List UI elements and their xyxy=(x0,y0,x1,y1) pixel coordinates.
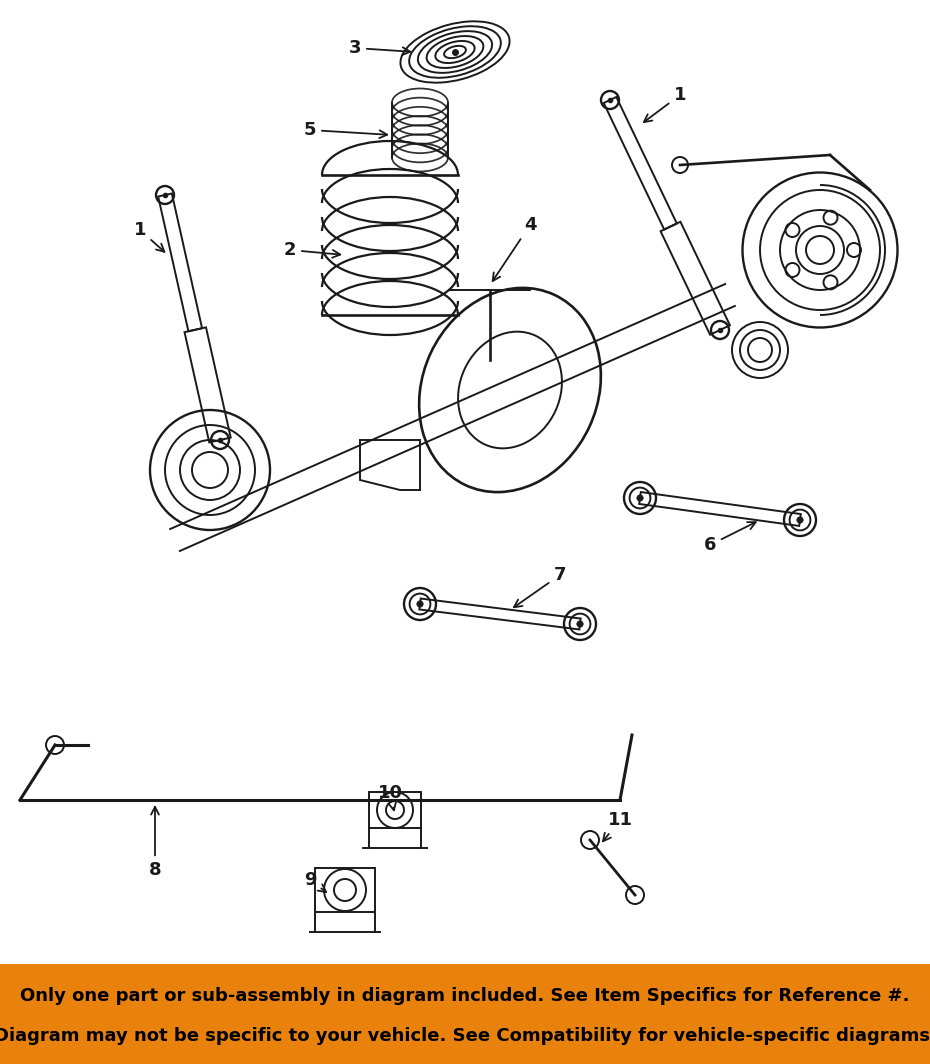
Circle shape xyxy=(637,495,644,501)
Text: 6: 6 xyxy=(704,522,756,554)
Circle shape xyxy=(797,517,804,523)
Text: 3: 3 xyxy=(349,39,410,57)
Text: 9: 9 xyxy=(304,871,326,892)
Bar xyxy=(315,868,375,912)
Text: 2: 2 xyxy=(284,242,340,259)
Text: Diagram may not be specific to your vehicle. See Compatibility for vehicle-speci: Diagram may not be specific to your vehi… xyxy=(0,1027,930,1045)
Text: 8: 8 xyxy=(149,807,161,879)
Text: 1: 1 xyxy=(134,221,165,252)
Text: 1: 1 xyxy=(644,86,686,122)
Text: 10: 10 xyxy=(378,784,403,811)
Text: 7: 7 xyxy=(514,566,566,608)
Text: Only one part or sub-assembly in diagram included. See Item Specifics for Refere: Only one part or sub-assembly in diagram… xyxy=(20,987,910,1005)
Text: 5: 5 xyxy=(304,121,387,139)
Bar xyxy=(369,792,421,828)
Circle shape xyxy=(417,601,423,608)
Text: 11: 11 xyxy=(603,811,632,842)
Text: 4: 4 xyxy=(493,216,537,281)
Circle shape xyxy=(577,620,583,627)
